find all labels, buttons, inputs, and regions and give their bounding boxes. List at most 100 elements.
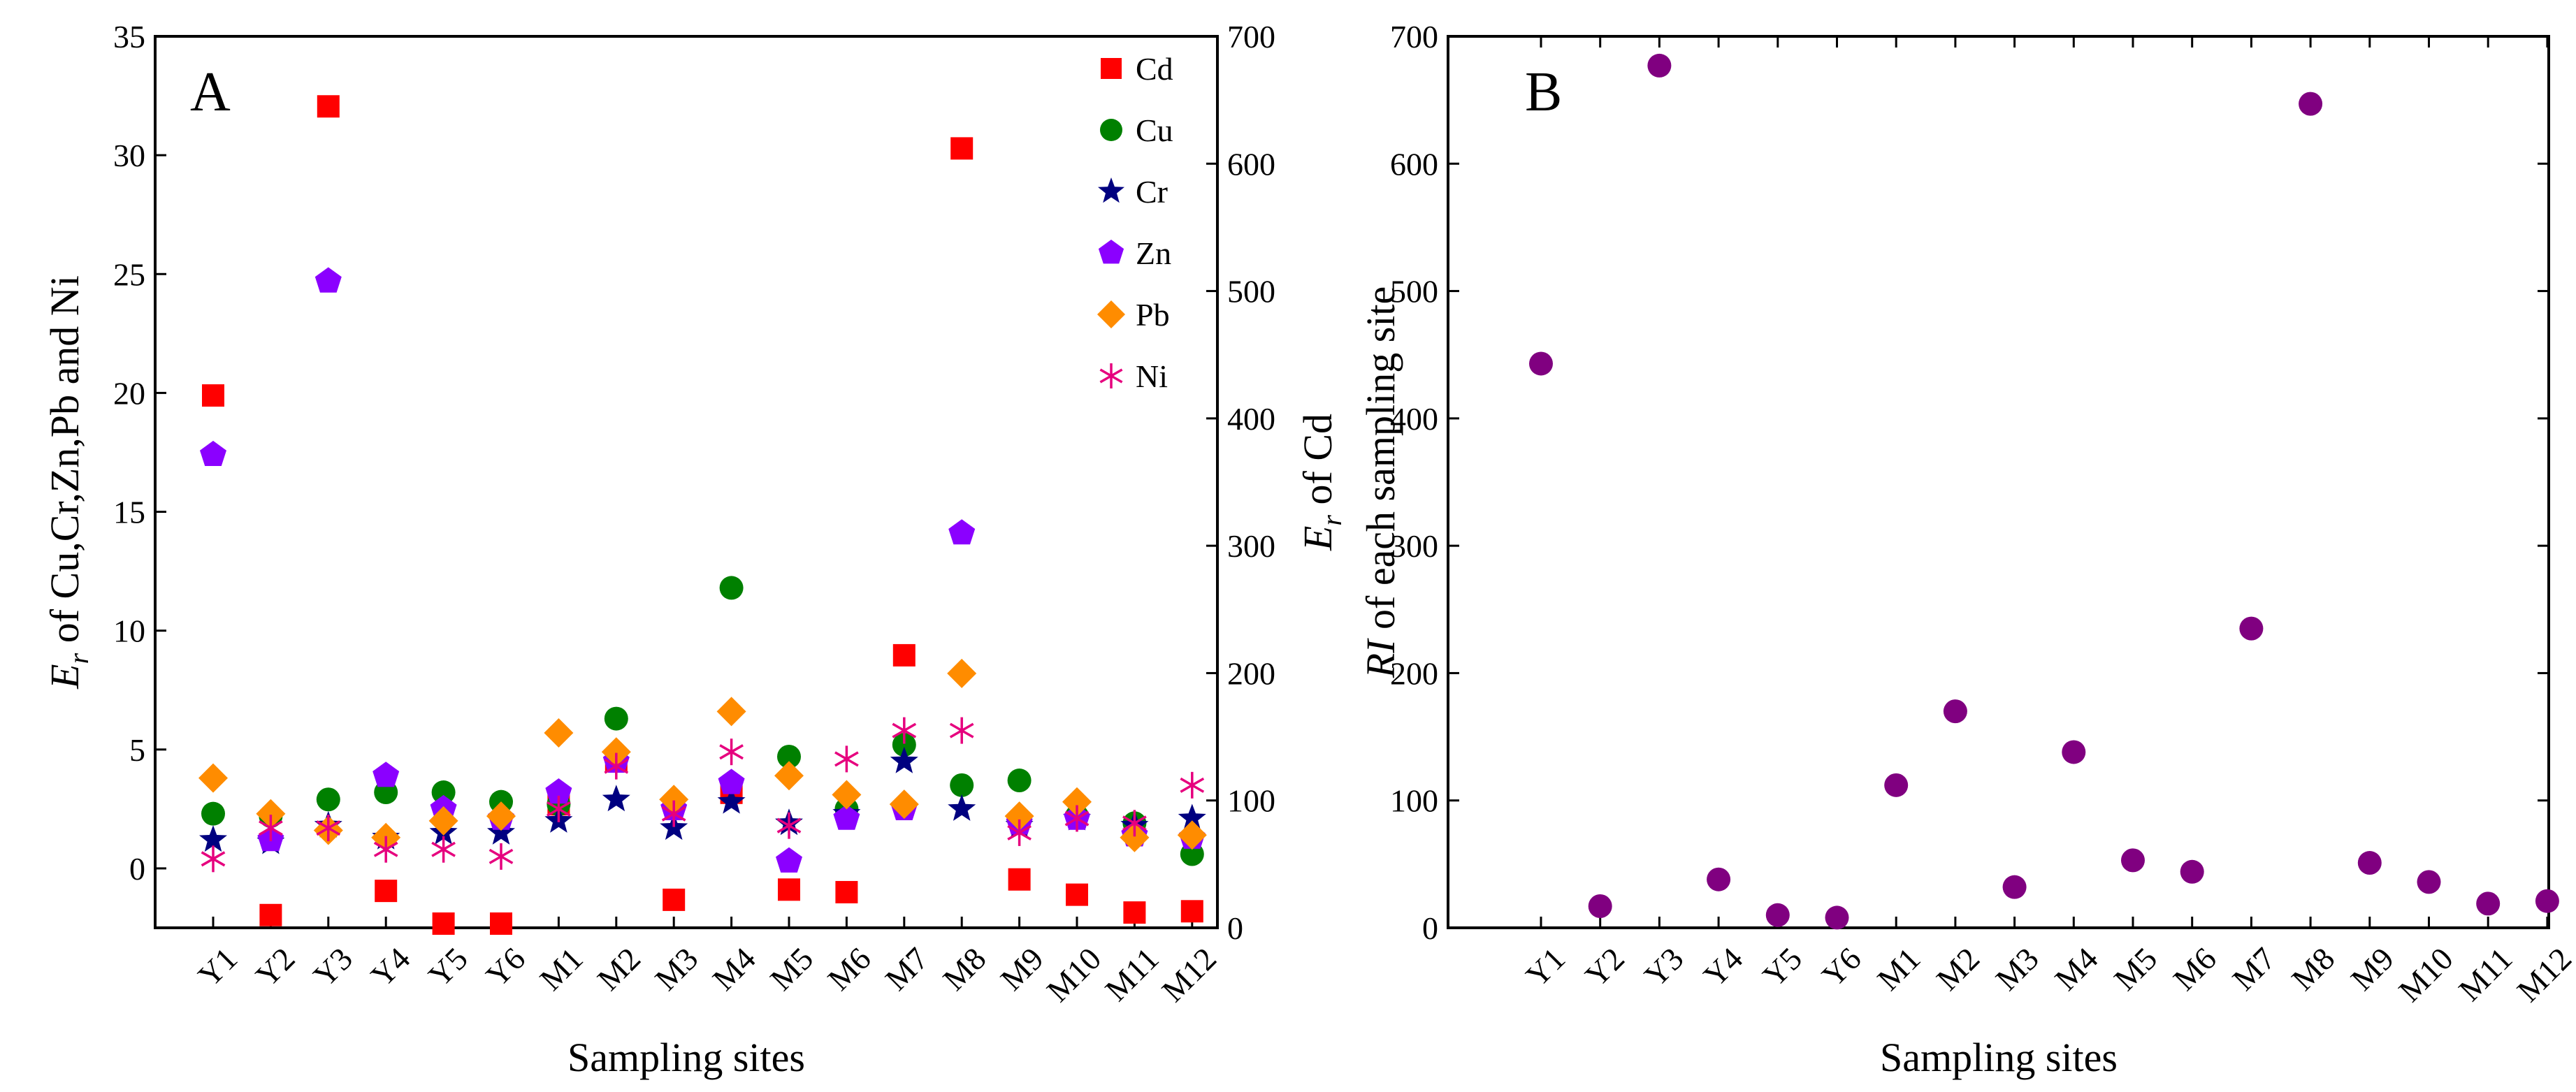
x-tick-label: M7 <box>878 940 935 997</box>
point-ri-m8 <box>2299 92 2323 116</box>
series-ri <box>1529 53 2559 930</box>
x-tick-label: M6 <box>820 940 877 997</box>
x-tick-label: M7 <box>2225 940 2282 997</box>
point-ni-m5 <box>776 812 802 839</box>
point-ni-y3 <box>316 815 341 842</box>
legend-label-pb: Pb <box>1136 297 1170 333</box>
point-ri-m3 <box>2002 875 2027 899</box>
point-pb-m11 <box>1120 822 1150 852</box>
point-ni-m6 <box>834 745 859 773</box>
point-ni-m8 <box>949 717 974 744</box>
right-y-tick-label: 200 <box>1227 655 1275 691</box>
series-ni <box>201 717 1205 873</box>
left-y-tick-label: 15 <box>113 495 145 530</box>
point-cr-y6 <box>487 817 515 845</box>
panel-b-label: B <box>1525 61 1562 123</box>
x-tick-label: Y1 <box>191 940 244 993</box>
point-cu-y5 <box>431 780 456 805</box>
x-tick-label: M8 <box>936 940 992 997</box>
point-cd-m3 <box>663 888 686 911</box>
point-cd-m8 <box>950 137 974 160</box>
point-pb-m10 <box>1062 787 1092 817</box>
x-tick-label: M12 <box>1155 940 1224 1009</box>
left-y-tick-label: 25 <box>113 256 145 292</box>
point-ri-y2 <box>1588 894 1612 919</box>
y-tick-label: 200 <box>1390 655 1438 691</box>
point-ni-m4 <box>719 738 744 766</box>
point-cd-y6 <box>490 912 512 935</box>
x-tick-label: M5 <box>2107 940 2164 997</box>
point-ni-m11 <box>1122 810 1147 837</box>
legend-marker-cr <box>1098 177 1124 203</box>
point-ri-y6 <box>1825 905 1849 930</box>
right-y-tick-label: 700 <box>1227 19 1275 54</box>
series-cd <box>202 95 1203 935</box>
panel-a-axes: 0 5 10 15 20 25 30 35 0 100 200 300 400 500 600 700 Y1 Y2… <box>113 19 1275 1009</box>
y-tick-label: 100 <box>1390 783 1438 819</box>
point-cr-m4 <box>717 787 746 814</box>
point-zn-y1 <box>200 440 226 466</box>
left-y-tick-label: 20 <box>113 375 145 411</box>
x-tick-label: M11 <box>1098 940 1165 1007</box>
legend-marker-cd <box>1101 58 1122 79</box>
legend-label-zn: Zn <box>1136 235 1171 271</box>
series-zn <box>200 267 1206 873</box>
right-y-tick-label: 500 <box>1227 274 1275 310</box>
point-pb-m7 <box>889 789 919 820</box>
point-ni-y4 <box>373 836 398 863</box>
point-ni-m2 <box>604 752 629 780</box>
point-ni-m3 <box>661 800 686 827</box>
point-cr-y1 <box>199 825 227 852</box>
point-zn-m5 <box>776 847 802 873</box>
legend-label-cu: Cu <box>1136 112 1173 148</box>
point-cu-m7 <box>892 732 916 757</box>
point-cr-m2 <box>602 785 630 812</box>
right-y-tick-label: 600 <box>1227 146 1275 182</box>
x-tick-label: M6 <box>2166 940 2223 997</box>
legend-marker-zn <box>1098 240 1124 264</box>
point-cd-m9 <box>1008 868 1031 891</box>
point-cu-m4 <box>719 576 744 600</box>
point-cd-m11 <box>1123 901 1146 924</box>
left-y-tick-label: 30 <box>113 138 145 173</box>
point-pb-m2 <box>601 737 631 767</box>
point-zn-y3 <box>314 267 342 293</box>
point-pb-m12 <box>1177 820 1207 850</box>
panel-a-label: A <box>190 61 231 123</box>
x-tick-label: M11 <box>2452 940 2519 1007</box>
point-pb-m4 <box>716 697 746 727</box>
panel-a-right-y-axis-label: Er of Cd <box>1295 414 1347 551</box>
x-tick-label: M4 <box>706 940 762 997</box>
legend-label-ni: Ni <box>1136 358 1168 394</box>
point-cu-y3 <box>316 787 340 812</box>
point-ni-m9 <box>1007 819 1032 846</box>
point-cd-y1 <box>202 384 224 407</box>
point-cu-m2 <box>604 706 628 731</box>
y-tick-label: 500 <box>1390 274 1438 310</box>
point-pb-m3 <box>659 785 689 815</box>
point-cr-m8 <box>948 794 976 821</box>
point-cd-m10 <box>1066 883 1088 906</box>
point-ri-m2 <box>1943 699 1967 724</box>
point-pb-m6 <box>832 780 862 810</box>
point-ri-y1 <box>1529 351 1553 376</box>
point-zn-m1 <box>545 778 572 804</box>
x-tick-label: Y3 <box>1637 940 1691 993</box>
x-tick-label: M5 <box>763 940 820 997</box>
y-tick-label: 700 <box>1390 19 1438 54</box>
panel-a-left-y-axis-label: Er of Cu,Cr,Zn,Pb and Ni <box>42 275 94 690</box>
left-y-tick-label: 10 <box>113 613 145 649</box>
legend-marker-pb <box>1097 300 1125 328</box>
y-tick-label: 300 <box>1390 528 1438 564</box>
point-cu-m8 <box>950 773 974 797</box>
right-y-tick-label: 100 <box>1227 783 1275 819</box>
point-ri-y5 <box>1765 903 1790 927</box>
panel-a-data-marks <box>198 95 1207 935</box>
point-ni-m7 <box>892 717 917 744</box>
point-cu-y1 <box>201 801 225 826</box>
left-y-tick-label: 0 <box>129 851 145 887</box>
panel-b-y-axis-label: RI of each sampling site <box>1358 286 1403 679</box>
point-zn-m8 <box>948 519 976 545</box>
point-pb-m5 <box>774 761 804 791</box>
